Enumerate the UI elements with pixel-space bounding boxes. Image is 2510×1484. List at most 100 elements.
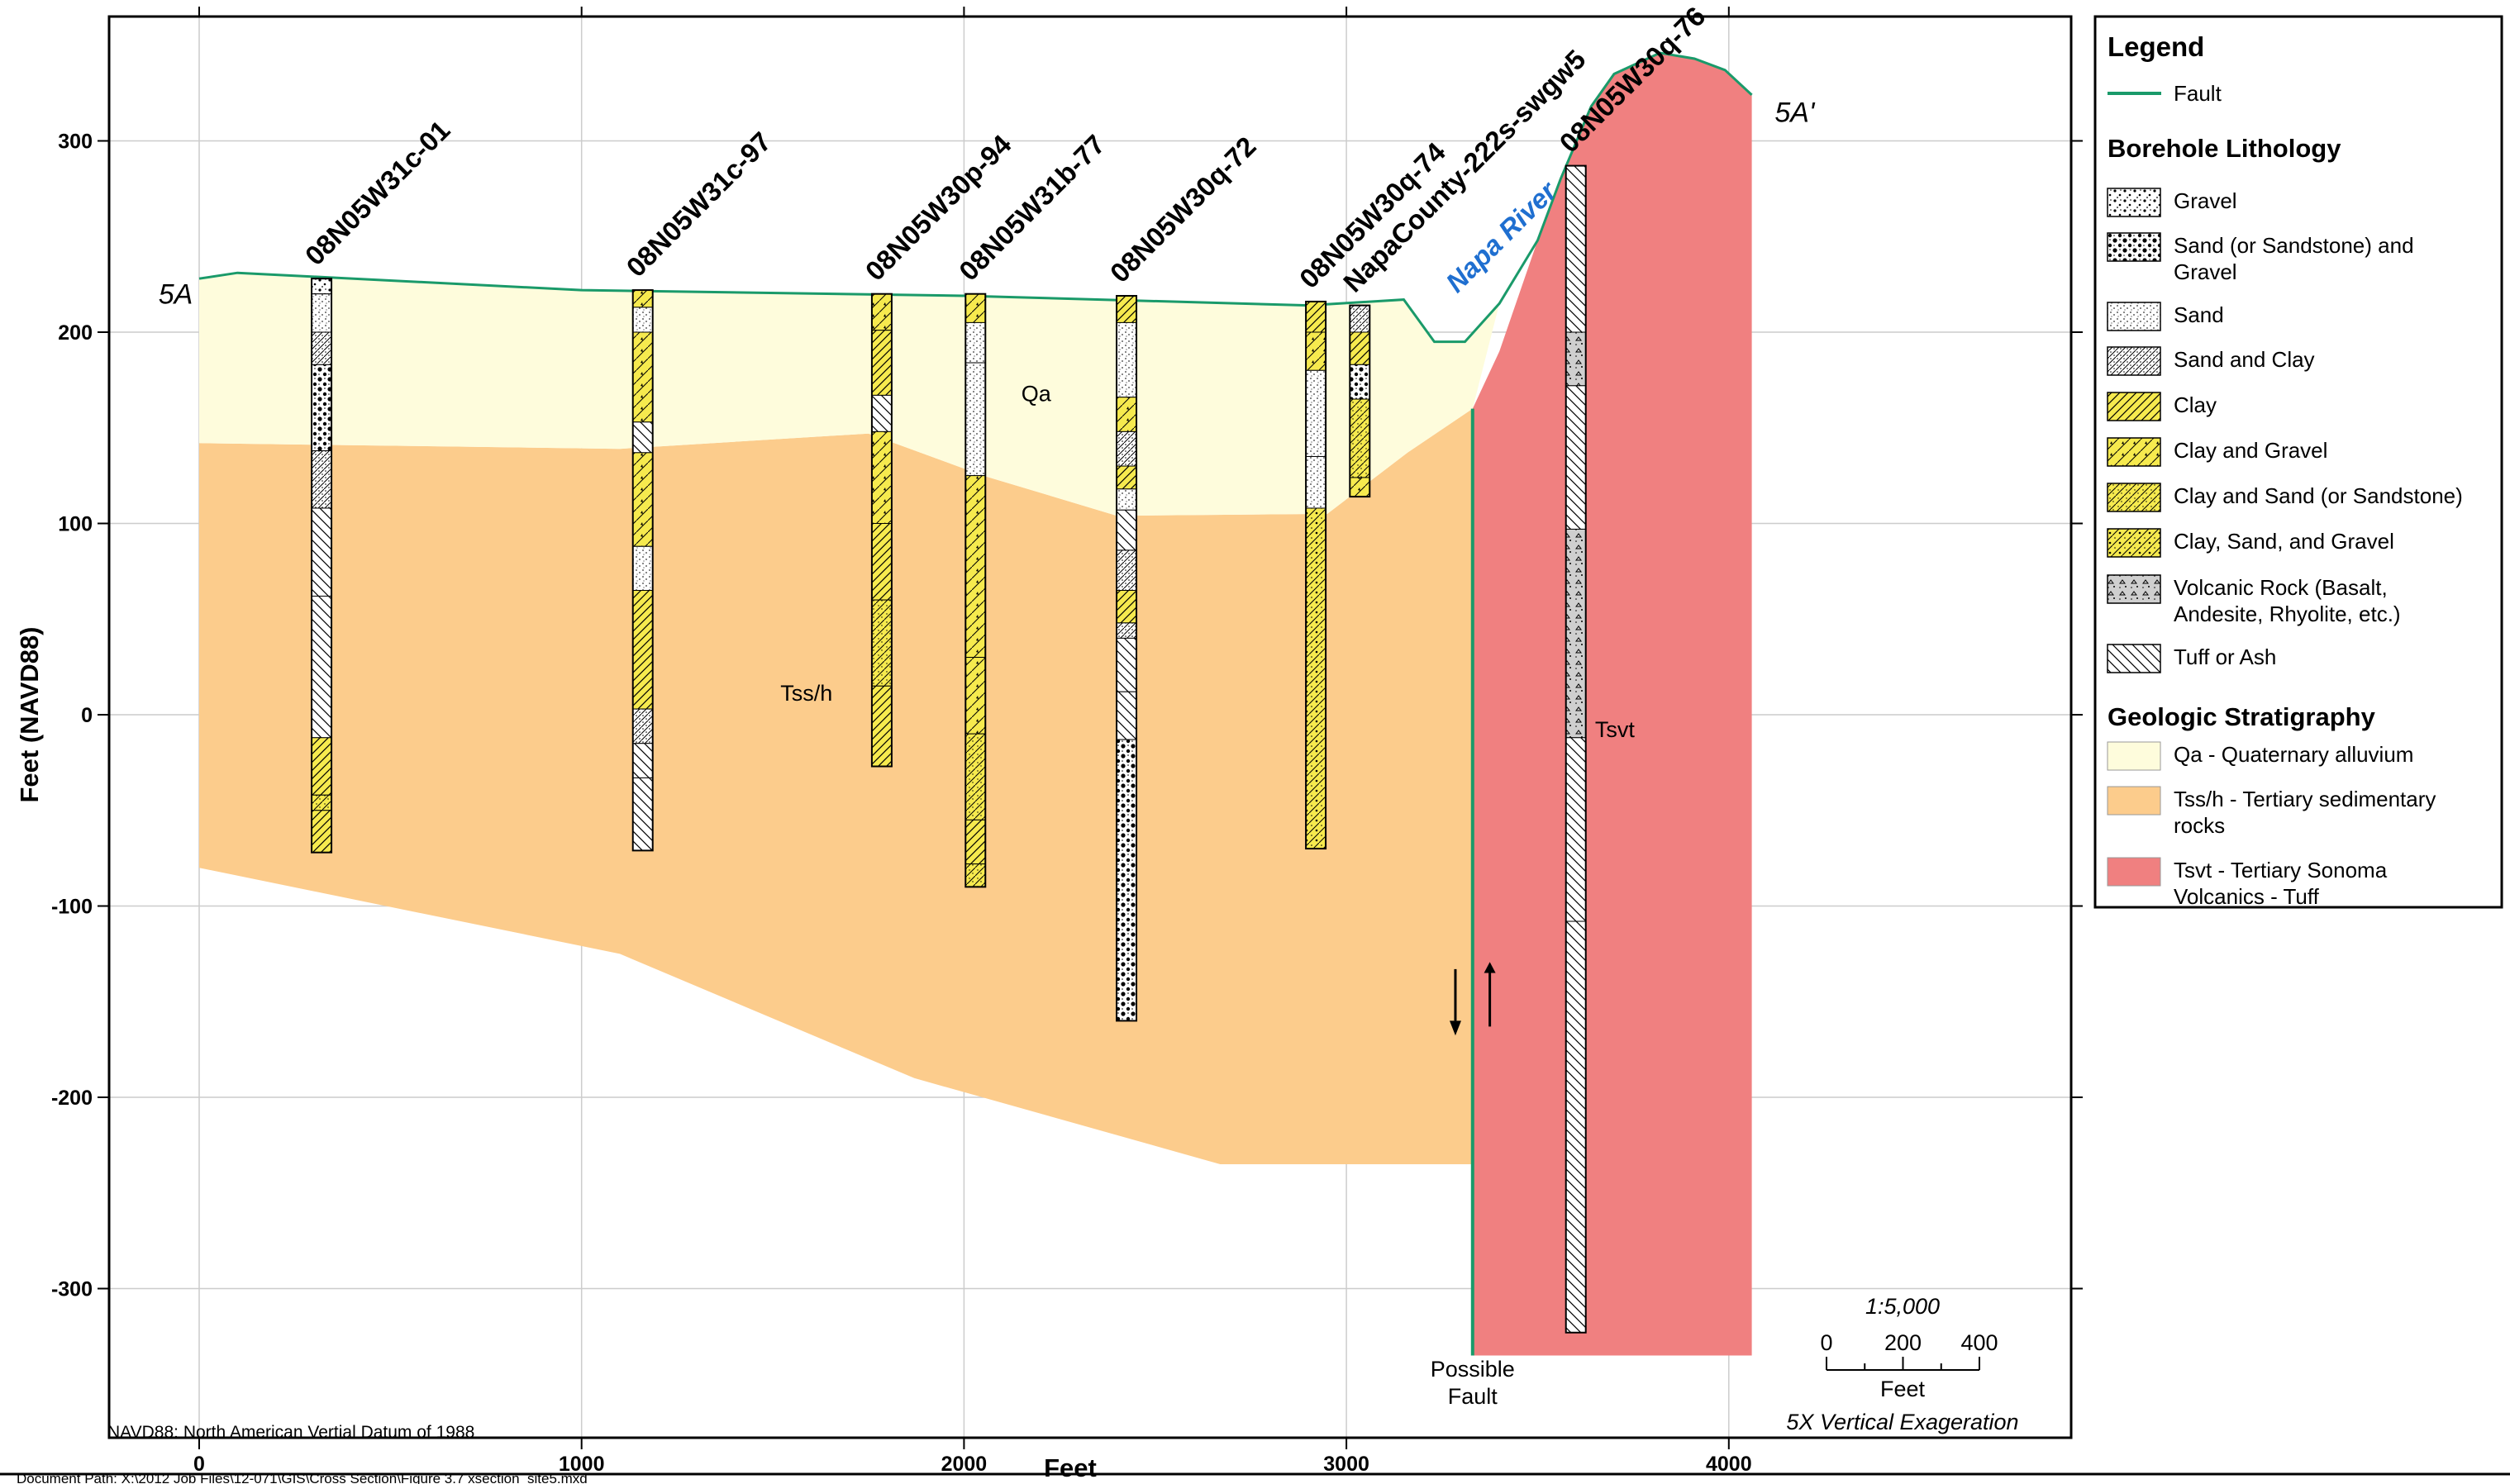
- lithology-interval: [632, 307, 654, 333]
- ground-surface-line: [198, 51, 1753, 344]
- lithology-interval: [1116, 295, 1137, 323]
- lithology-interval: [1116, 509, 1137, 551]
- qa-unit-area: [199, 273, 1500, 516]
- legend-lithology-heading: Borehole Lithology: [2108, 134, 2341, 163]
- lithology-interval: [311, 595, 332, 739]
- lithology-interval: [632, 452, 654, 547]
- lithology-interval: [632, 708, 654, 744]
- lithology-interval: [964, 819, 986, 865]
- x-tick-label: 4000: [1706, 1453, 1752, 1476]
- legend-lithology-label: Sand: [2174, 302, 2224, 327]
- lithology-interval: [964, 321, 986, 364]
- legend-lithology-label: Gravel: [2174, 259, 2237, 284]
- y-tick-label: -100: [51, 896, 93, 919]
- scale-bar: 1:5,000 0 200 400 Feet 5X Vertical Exageratio…: [1786, 1294, 2018, 1434]
- legend-lithology-label: Andesite, Rhyolite, etc.): [2174, 602, 2401, 626]
- x-tick-label: 2000: [941, 1453, 988, 1476]
- section-end-right: 5A': [1774, 97, 1816, 128]
- x-axis-title: Feet: [1044, 1453, 1097, 1482]
- lithology-interval: [1565, 920, 1587, 1334]
- lithology-interval: [1565, 528, 1587, 739]
- legend-lithology-label: Gravel: [2174, 188, 2237, 213]
- legend-lithology-label: Clay: [2174, 392, 2217, 417]
- lithology-interval: [632, 421, 654, 454]
- lithology-interval: [1116, 637, 1137, 692]
- legend-strat-label: Tss/h - Tertiary sedimentary: [2174, 787, 2436, 811]
- lithology-interval: [1565, 165, 1587, 333]
- lithology-interval: [1116, 465, 1137, 490]
- y-tick-label: 300: [58, 131, 93, 154]
- scale-tick-label: 0: [1820, 1330, 1832, 1355]
- legend-strat-swatch: [2107, 741, 2161, 771]
- legend-fault-label: Fault: [2174, 81, 2222, 106]
- lithology-interval: [1116, 549, 1137, 592]
- lithology-interval: [632, 545, 654, 592]
- legend-lithology-label: Volcanic Rock (Basalt,: [2174, 575, 2388, 600]
- lithology-interval: [871, 685, 893, 768]
- lithology-interval: [964, 733, 986, 820]
- tss-unit-area: [199, 408, 1473, 1165]
- legend-strat-label: rocks: [2174, 813, 2225, 838]
- tsvt-label: Tsvt: [1595, 717, 1636, 742]
- legend-strat-label: Volcanics - Tuff: [2174, 884, 2320, 909]
- borehole-outline: [870, 293, 893, 768]
- borehole-outline: [311, 278, 333, 854]
- lithology-interval: [1116, 488, 1137, 511]
- lithology-interval: [1305, 455, 1326, 509]
- x-tick-label: 3000: [1323, 1453, 1369, 1476]
- lithology-interval: [964, 863, 986, 887]
- legend-title: Legend: [2108, 31, 2204, 62]
- lithology-interval: [311, 794, 332, 811]
- legend-lithology-swatch: [2107, 437, 2161, 467]
- lithology-interval: [311, 364, 332, 452]
- borehole-outline: [1565, 164, 1587, 1334]
- scale-tick-label: 400: [1960, 1330, 1998, 1355]
- lithology-interval: [964, 657, 986, 735]
- tss-label: Tss/h: [780, 681, 832, 706]
- borehole-outline: [631, 289, 654, 852]
- lithology-interval: [1116, 430, 1137, 467]
- lithology-interval: [632, 331, 654, 423]
- fault-label-line1: Possible: [1431, 1357, 1515, 1382]
- y-tick-label: 0: [81, 704, 93, 727]
- lithology-interval: [1305, 507, 1326, 849]
- qa-label: Qa: [1022, 381, 1052, 406]
- lithology-interval: [1565, 385, 1587, 530]
- lithology-interval: [871, 430, 893, 525]
- lithology-interval: [1116, 397, 1137, 432]
- lithology-interval: [1349, 331, 1370, 365]
- lithology-interval: [311, 293, 332, 333]
- lithology-interval: [1565, 737, 1587, 922]
- legend-lithology-swatch: [2107, 528, 2161, 558]
- x-tick-label: 1000: [559, 1453, 605, 1476]
- lithology-interval: [311, 331, 332, 365]
- y-tick-label: -300: [51, 1278, 93, 1301]
- legend-lithology-swatch: [2107, 232, 2161, 262]
- borehole-outline: [1116, 295, 1138, 1022]
- plot-frame: [107, 15, 2073, 1439]
- lithology-interval: [1349, 305, 1370, 333]
- y-tick-label: 200: [58, 321, 93, 345]
- datum-note: NAVD88: North American Vertial Datum of …: [107, 1423, 474, 1442]
- lithology-interval: [1116, 590, 1137, 624]
- x-tick-label: 0: [193, 1453, 205, 1476]
- lithology-interval: [1349, 477, 1370, 497]
- lithology-interval: [632, 743, 654, 778]
- borehole-outline: [1349, 304, 1371, 498]
- fault-arrow-down-head: [1449, 1020, 1461, 1036]
- legend-lithology-label: Sand (or Sandstone) and: [2174, 233, 2414, 258]
- fault-label-line2: Fault: [1448, 1384, 1498, 1409]
- lithology-interval: [1305, 301, 1326, 333]
- lithology-interval: [871, 394, 893, 432]
- legend-strat-swatch: [2107, 857, 2161, 887]
- legend-lithology-label: Tuff or Ash: [2174, 644, 2276, 669]
- borehole-outline: [1305, 300, 1327, 850]
- lithology-interval: [1305, 331, 1326, 371]
- lithology-interval: [1565, 331, 1587, 387]
- legend-lithology-swatch: [2107, 302, 2161, 331]
- scale-ratio: 1:5,000: [1865, 1294, 1940, 1319]
- lithology-interval: [871, 523, 893, 601]
